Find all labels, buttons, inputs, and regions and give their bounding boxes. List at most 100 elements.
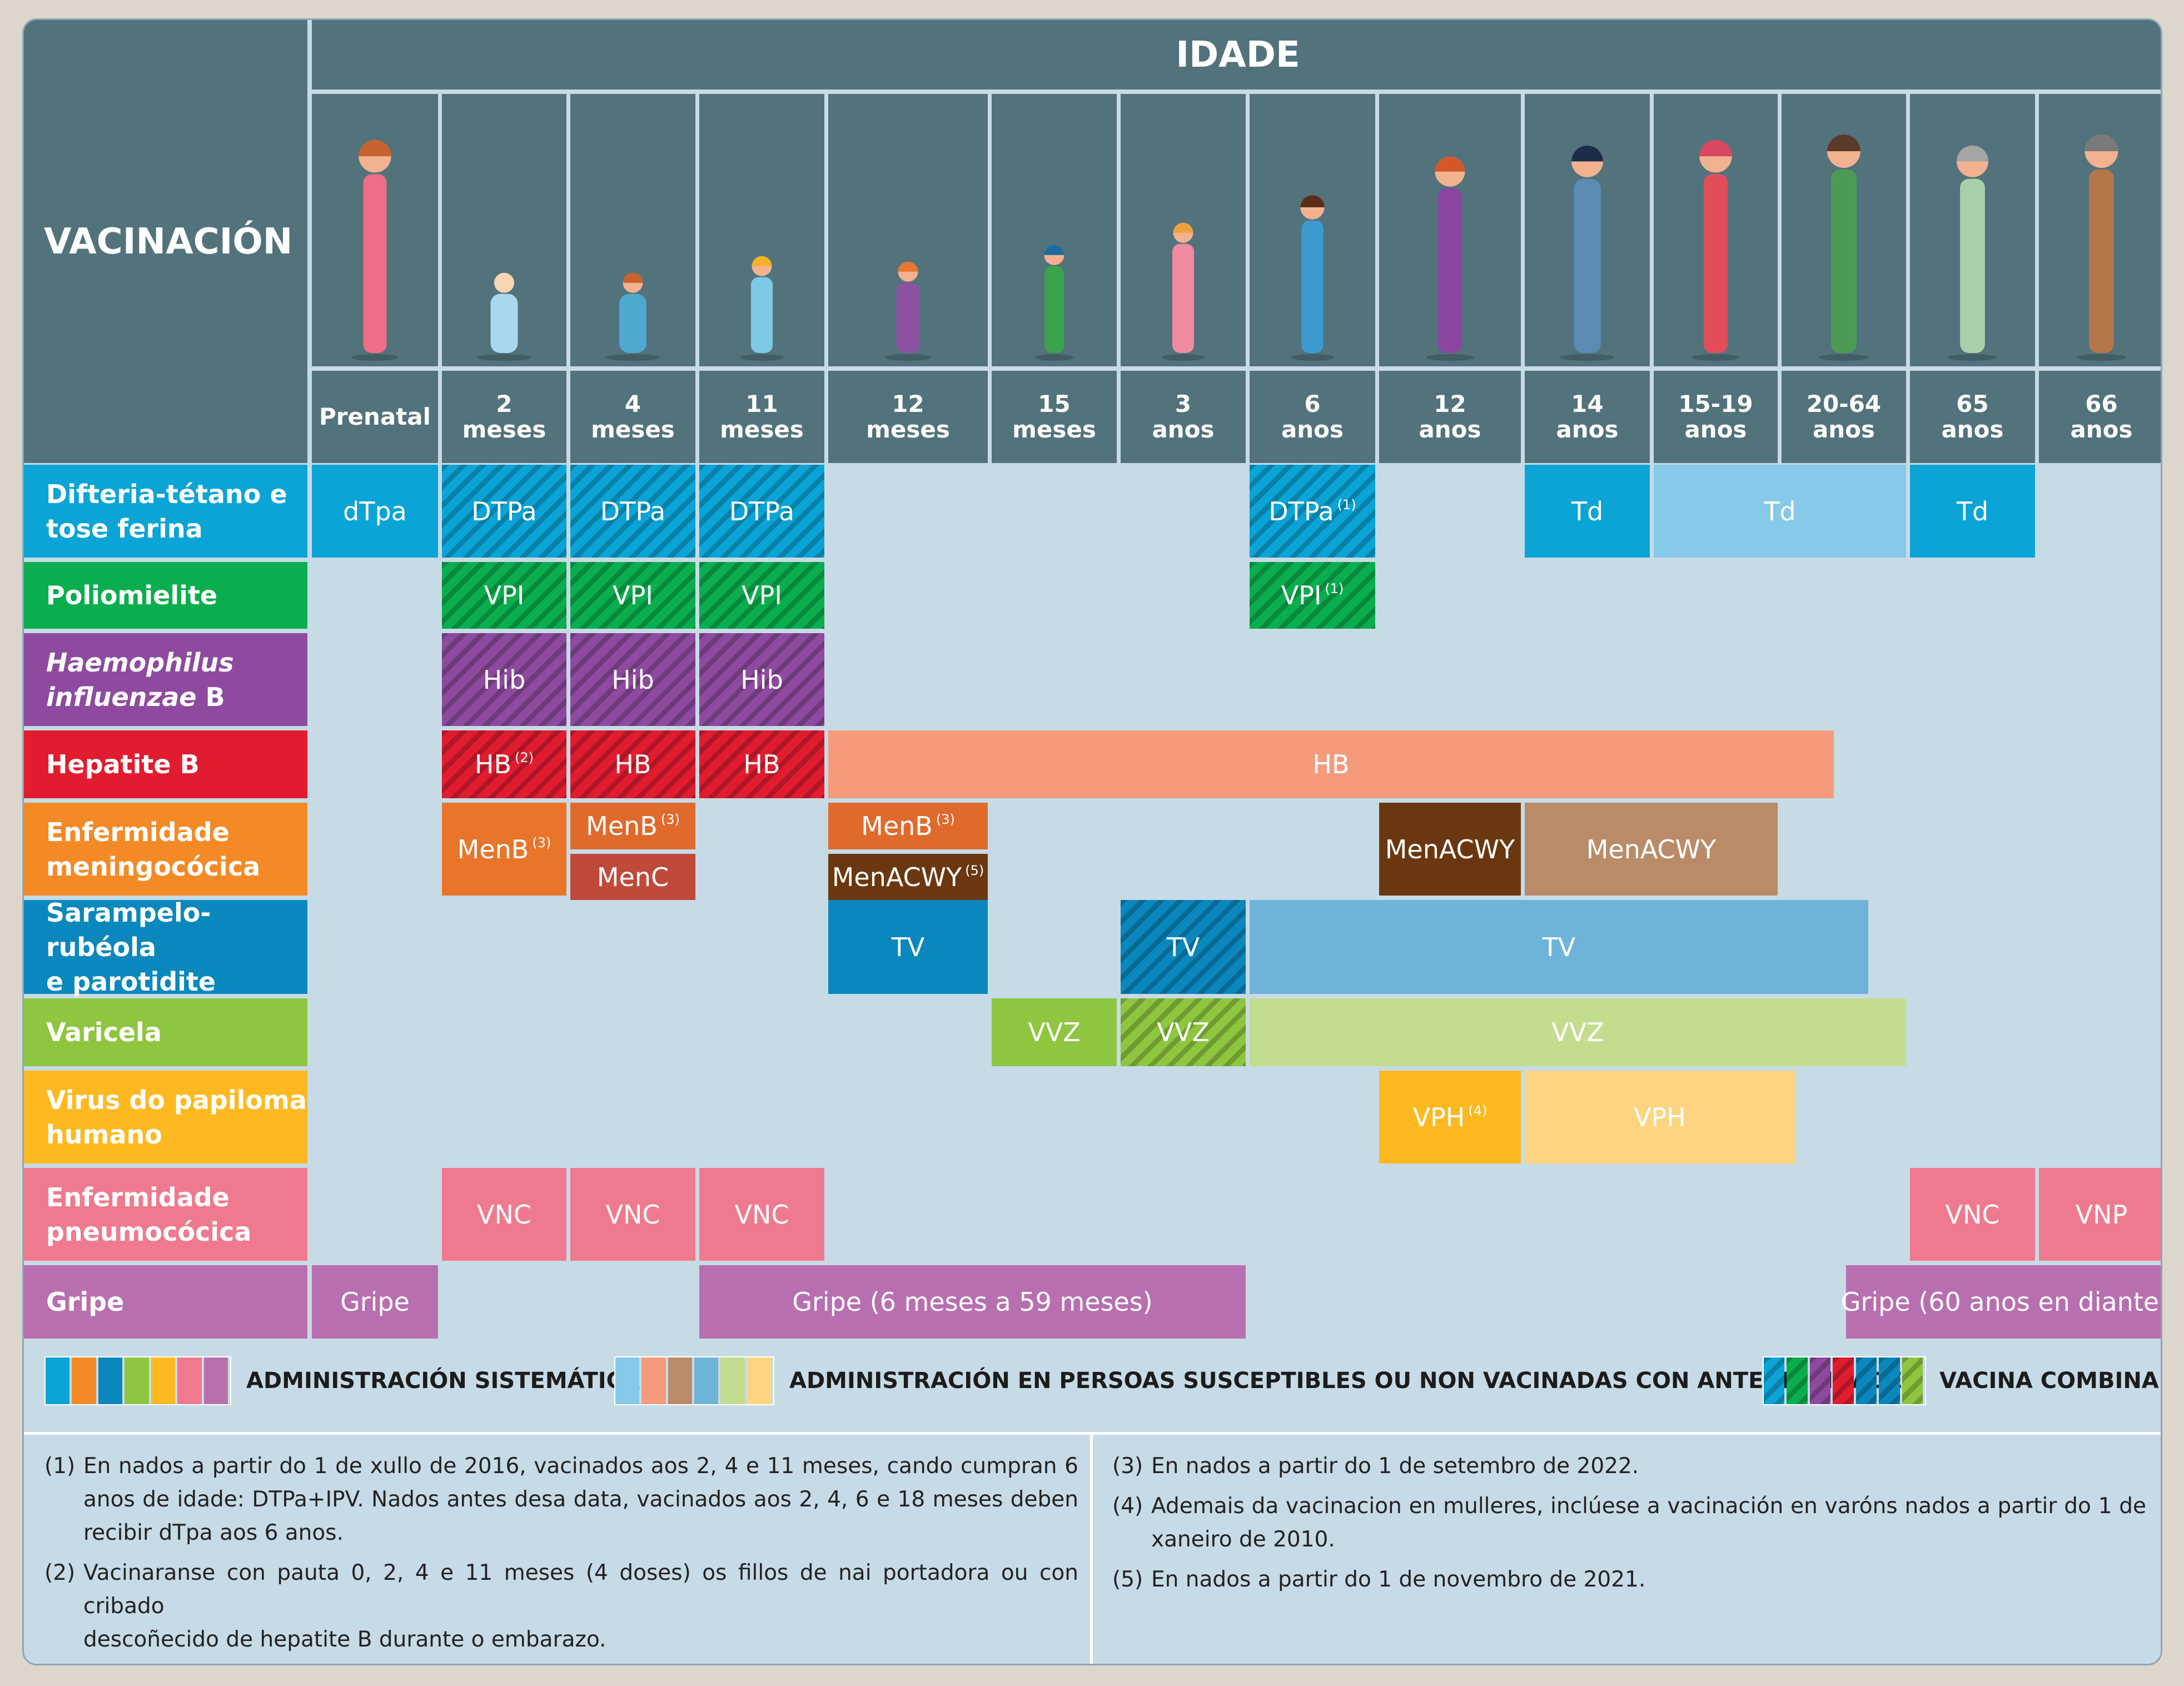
age-value: 15-19 — [1678, 390, 1753, 417]
grid-cell — [828, 465, 988, 558]
age-illustration-cell — [442, 94, 566, 366]
row-label-line: Varicela — [46, 1017, 162, 1047]
vvz-range-bar: VVZ — [1250, 998, 1906, 1066]
grid-cell — [312, 1071, 438, 1163]
age-label-12: 65 anos — [1910, 371, 2035, 463]
age-unit: meses — [720, 416, 804, 443]
grid-cell — [2039, 730, 2161, 798]
age-illustration-cell — [312, 94, 438, 366]
row-label-2: Haemophilus influenzae B — [24, 633, 307, 726]
dtpa-2m-bar-label: DTPa — [471, 496, 537, 526]
grid-cell — [1121, 1168, 1246, 1261]
grid-cell — [442, 900, 566, 994]
grid-cell — [312, 998, 438, 1066]
girl-pink-dress-figure — [1161, 222, 1205, 361]
grid-cell — [1379, 633, 1521, 726]
age-label-6: 3 anos — [1121, 371, 1246, 463]
legend-combined-label: VACINA COMBINADA — [1939, 1368, 2161, 1394]
grid-cell — [1379, 1168, 1521, 1261]
age-unit: anos — [1281, 416, 1344, 443]
dtpa-4m-bar: DTPa — [570, 465, 695, 558]
grid-cell — [828, 1071, 988, 1163]
vpi-11m-bar: VPI — [699, 562, 824, 629]
grid-cell — [1782, 1071, 1906, 1163]
age-unit: anos — [1419, 416, 1481, 443]
grid-cell — [992, 1168, 1117, 1261]
grid-cell — [1910, 803, 2035, 896]
age-label-7: 6 anos — [1250, 371, 1375, 463]
tv-3a-bar-label: TV — [1166, 932, 1200, 962]
hib-11m-bar: Hib — [699, 633, 824, 726]
grid-cell — [1525, 562, 1650, 629]
grid-cell — [1782, 803, 1906, 896]
grid-cell — [699, 803, 824, 896]
menb-4m-bar-footnote: (3) — [660, 812, 680, 827]
row-label-line: influenzae B — [46, 682, 225, 712]
legend-swatch — [615, 1357, 640, 1404]
grid-cell — [1910, 633, 2035, 726]
vpi-6a-bar-footnote: (1) — [1325, 581, 1344, 596]
hb-11m-bar: HB — [699, 730, 824, 798]
td-15-64-bar: Td — [1654, 465, 1906, 558]
toddler-figure — [740, 256, 784, 361]
grid-cell — [570, 1265, 695, 1339]
row-label-line: meningocócica — [46, 851, 261, 882]
notes-left: (1) En nados a partir do 1 de xullo de 2… — [44, 1450, 1078, 1657]
vpi-6a-bar: VPI (1) — [1250, 562, 1375, 629]
grid-cell — [2039, 562, 2161, 629]
grid-cell — [828, 633, 988, 726]
grid-cell — [1910, 900, 2035, 994]
row-label-line: Difteria-tétano e — [46, 479, 287, 509]
vaccination-calendar: VACINACIÓN IDADE Prenatal 2 meses 4 meses 11 m… — [22, 18, 2162, 1665]
age-value: Prenatal — [319, 403, 431, 430]
vnc-11m-bar-label: VNC — [734, 1199, 789, 1230]
grid-cell — [992, 633, 1117, 726]
legend-swatch — [747, 1357, 771, 1404]
row-label-line: humano — [46, 1119, 162, 1150]
row-label-5: Sarampelo-rubéola e parotidite — [24, 898, 307, 997]
dtpa-6a-bar: DTPa (1) — [1250, 465, 1375, 558]
age-illustration-cell — [2039, 94, 2161, 366]
grid-cell — [992, 1071, 1117, 1163]
legend-susceptible-swatches — [614, 1356, 774, 1405]
menacwy-12m-bar: MenACWY (5) — [828, 854, 988, 900]
grid-cell — [1250, 1071, 1375, 1163]
age-illustration-cell — [1654, 94, 1778, 366]
grid-cell — [1250, 803, 1375, 896]
hb-11m-bar-label: HB — [743, 749, 780, 779]
grid-cell — [828, 1168, 988, 1261]
menacwy-12a-bar-label: MenACWY — [1385, 834, 1515, 864]
legend-swatch — [720, 1357, 745, 1404]
vph-range-bar-label: VPH — [1634, 1102, 1686, 1132]
age-unit: meses — [462, 416, 546, 443]
age-label-13: 66 anos — [2039, 371, 2161, 463]
page-title: VACINACIÓN — [44, 221, 293, 262]
vpi-2m-bar: VPI — [442, 562, 566, 629]
vvz-3a-bar-label: VVZ — [1157, 1017, 1210, 1047]
age-value: 66 — [2085, 390, 2118, 417]
menacwy-12m-bar-footnote: (5) — [965, 862, 984, 878]
grid-cell — [699, 1071, 824, 1163]
vnc-11m-bar: VNC — [699, 1168, 824, 1261]
age-value: 11 — [745, 390, 778, 417]
age-unit: anos — [1812, 416, 1875, 443]
age-label-2: 4 meses — [570, 371, 695, 463]
grid-cell — [1379, 465, 1521, 558]
row-label-0: Difteria-tétano e tose ferina — [24, 465, 307, 558]
age-illustration-cell — [1782, 94, 1906, 366]
hib-2m-bar-label: Hib — [482, 664, 526, 695]
menacwy-12m-bar-label: MenACWY — [832, 862, 962, 892]
vvz-3a-bar: VVZ — [1121, 998, 1246, 1066]
row-label-4: Enfermidade meningocócica — [24, 803, 307, 896]
age-label-4: 12 meses — [828, 371, 988, 463]
gripe-adult-bar: Gripe (60 anos en diante) — [1841, 1265, 2161, 1339]
legend-systematic-label: ADMINISTRACIÓN SISTEMÁTICA — [246, 1368, 640, 1394]
grid-cell — [992, 562, 1117, 629]
menb-12m-bar-footnote: (3) — [936, 812, 955, 827]
gripe-prenatal-bar-label: Gripe — [340, 1287, 410, 1317]
grid-cell — [1121, 562, 1246, 629]
age-label-9: 14 anos — [1525, 371, 1650, 463]
vph-12a-bar-footnote: (4) — [1468, 1102, 1487, 1118]
row-label-line: Haemophilus — [46, 647, 234, 678]
grid-cell — [570, 900, 695, 994]
